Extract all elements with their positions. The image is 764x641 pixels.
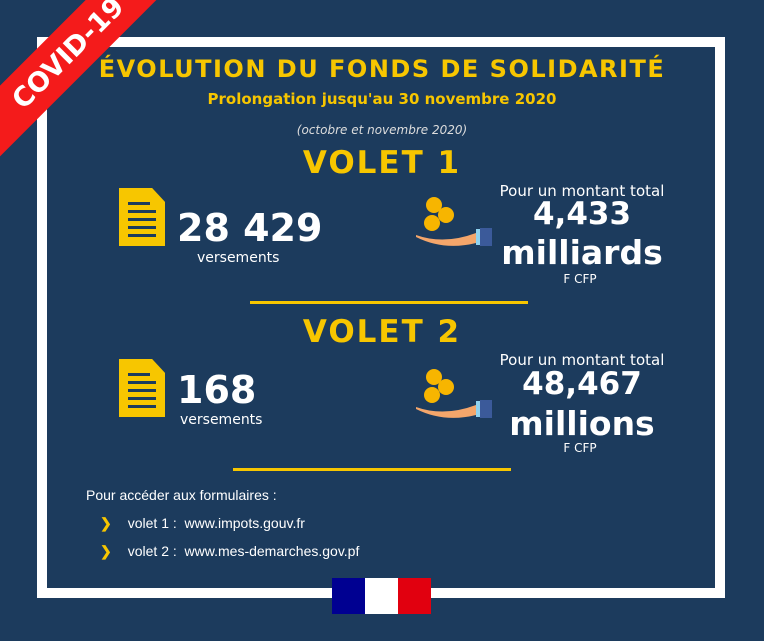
divider (233, 468, 511, 471)
document-icon (119, 359, 165, 417)
volet-1-amount-intro: Pour un montant total (499, 182, 665, 200)
period-note: (octobre et novembre 2020) (296, 123, 468, 137)
hand-coins-icon (416, 369, 492, 418)
link-label: volet 1 : (127, 515, 177, 531)
volet-1-heading: VOLET 1 (302, 145, 462, 181)
volet-1-amount: 4,433 (532, 196, 632, 232)
volet-2-amount-unit: millions (509, 404, 655, 443)
marianne-logo (332, 578, 431, 614)
link-row: ❯ volet 2 : www.mes-demarches.gov.pf (100, 543, 359, 560)
subtitle: Prolongation jusqu'au 30 novembre 2020 (207, 90, 557, 108)
volet-2-count-label: versements (180, 412, 263, 428)
link-url[interactable]: www.impots.gouv.fr (184, 515, 305, 531)
link-row: ❯ volet 1 : www.impots.gouv.fr (100, 515, 305, 532)
volet-2-heading: VOLET 2 (302, 314, 462, 350)
volet-1-count: 28 429 (177, 206, 323, 250)
page-title: ÉVOLUTION DU FONDS DE SOLIDARITÉ (98, 55, 666, 83)
volet-2-amount: 48,467 (522, 366, 642, 402)
links-intro: Pour accéder aux formulaires : (86, 487, 277, 503)
link-url[interactable]: www.mes-demarches.gov.pf (184, 543, 360, 559)
volet-1-count-label: versements (197, 250, 280, 266)
link-label: volet 2 : (127, 543, 177, 559)
links-section: Pour accéder aux formulaires : ❯ volet 1 … (86, 487, 359, 559)
volet-2-currency: F CFP (563, 441, 597, 455)
divider (250, 301, 528, 304)
volet-1-amount-unit: milliards (501, 233, 663, 272)
chevron-right-icon: ❯ (100, 543, 112, 559)
volet-2-amount-intro: Pour un montant total (499, 351, 665, 369)
hand-coins-icon (416, 197, 492, 246)
document-icon (119, 188, 165, 246)
volet-1-currency: F CFP (563, 272, 597, 286)
volet-2-count: 168 (177, 368, 257, 412)
chevron-right-icon: ❯ (100, 515, 112, 531)
